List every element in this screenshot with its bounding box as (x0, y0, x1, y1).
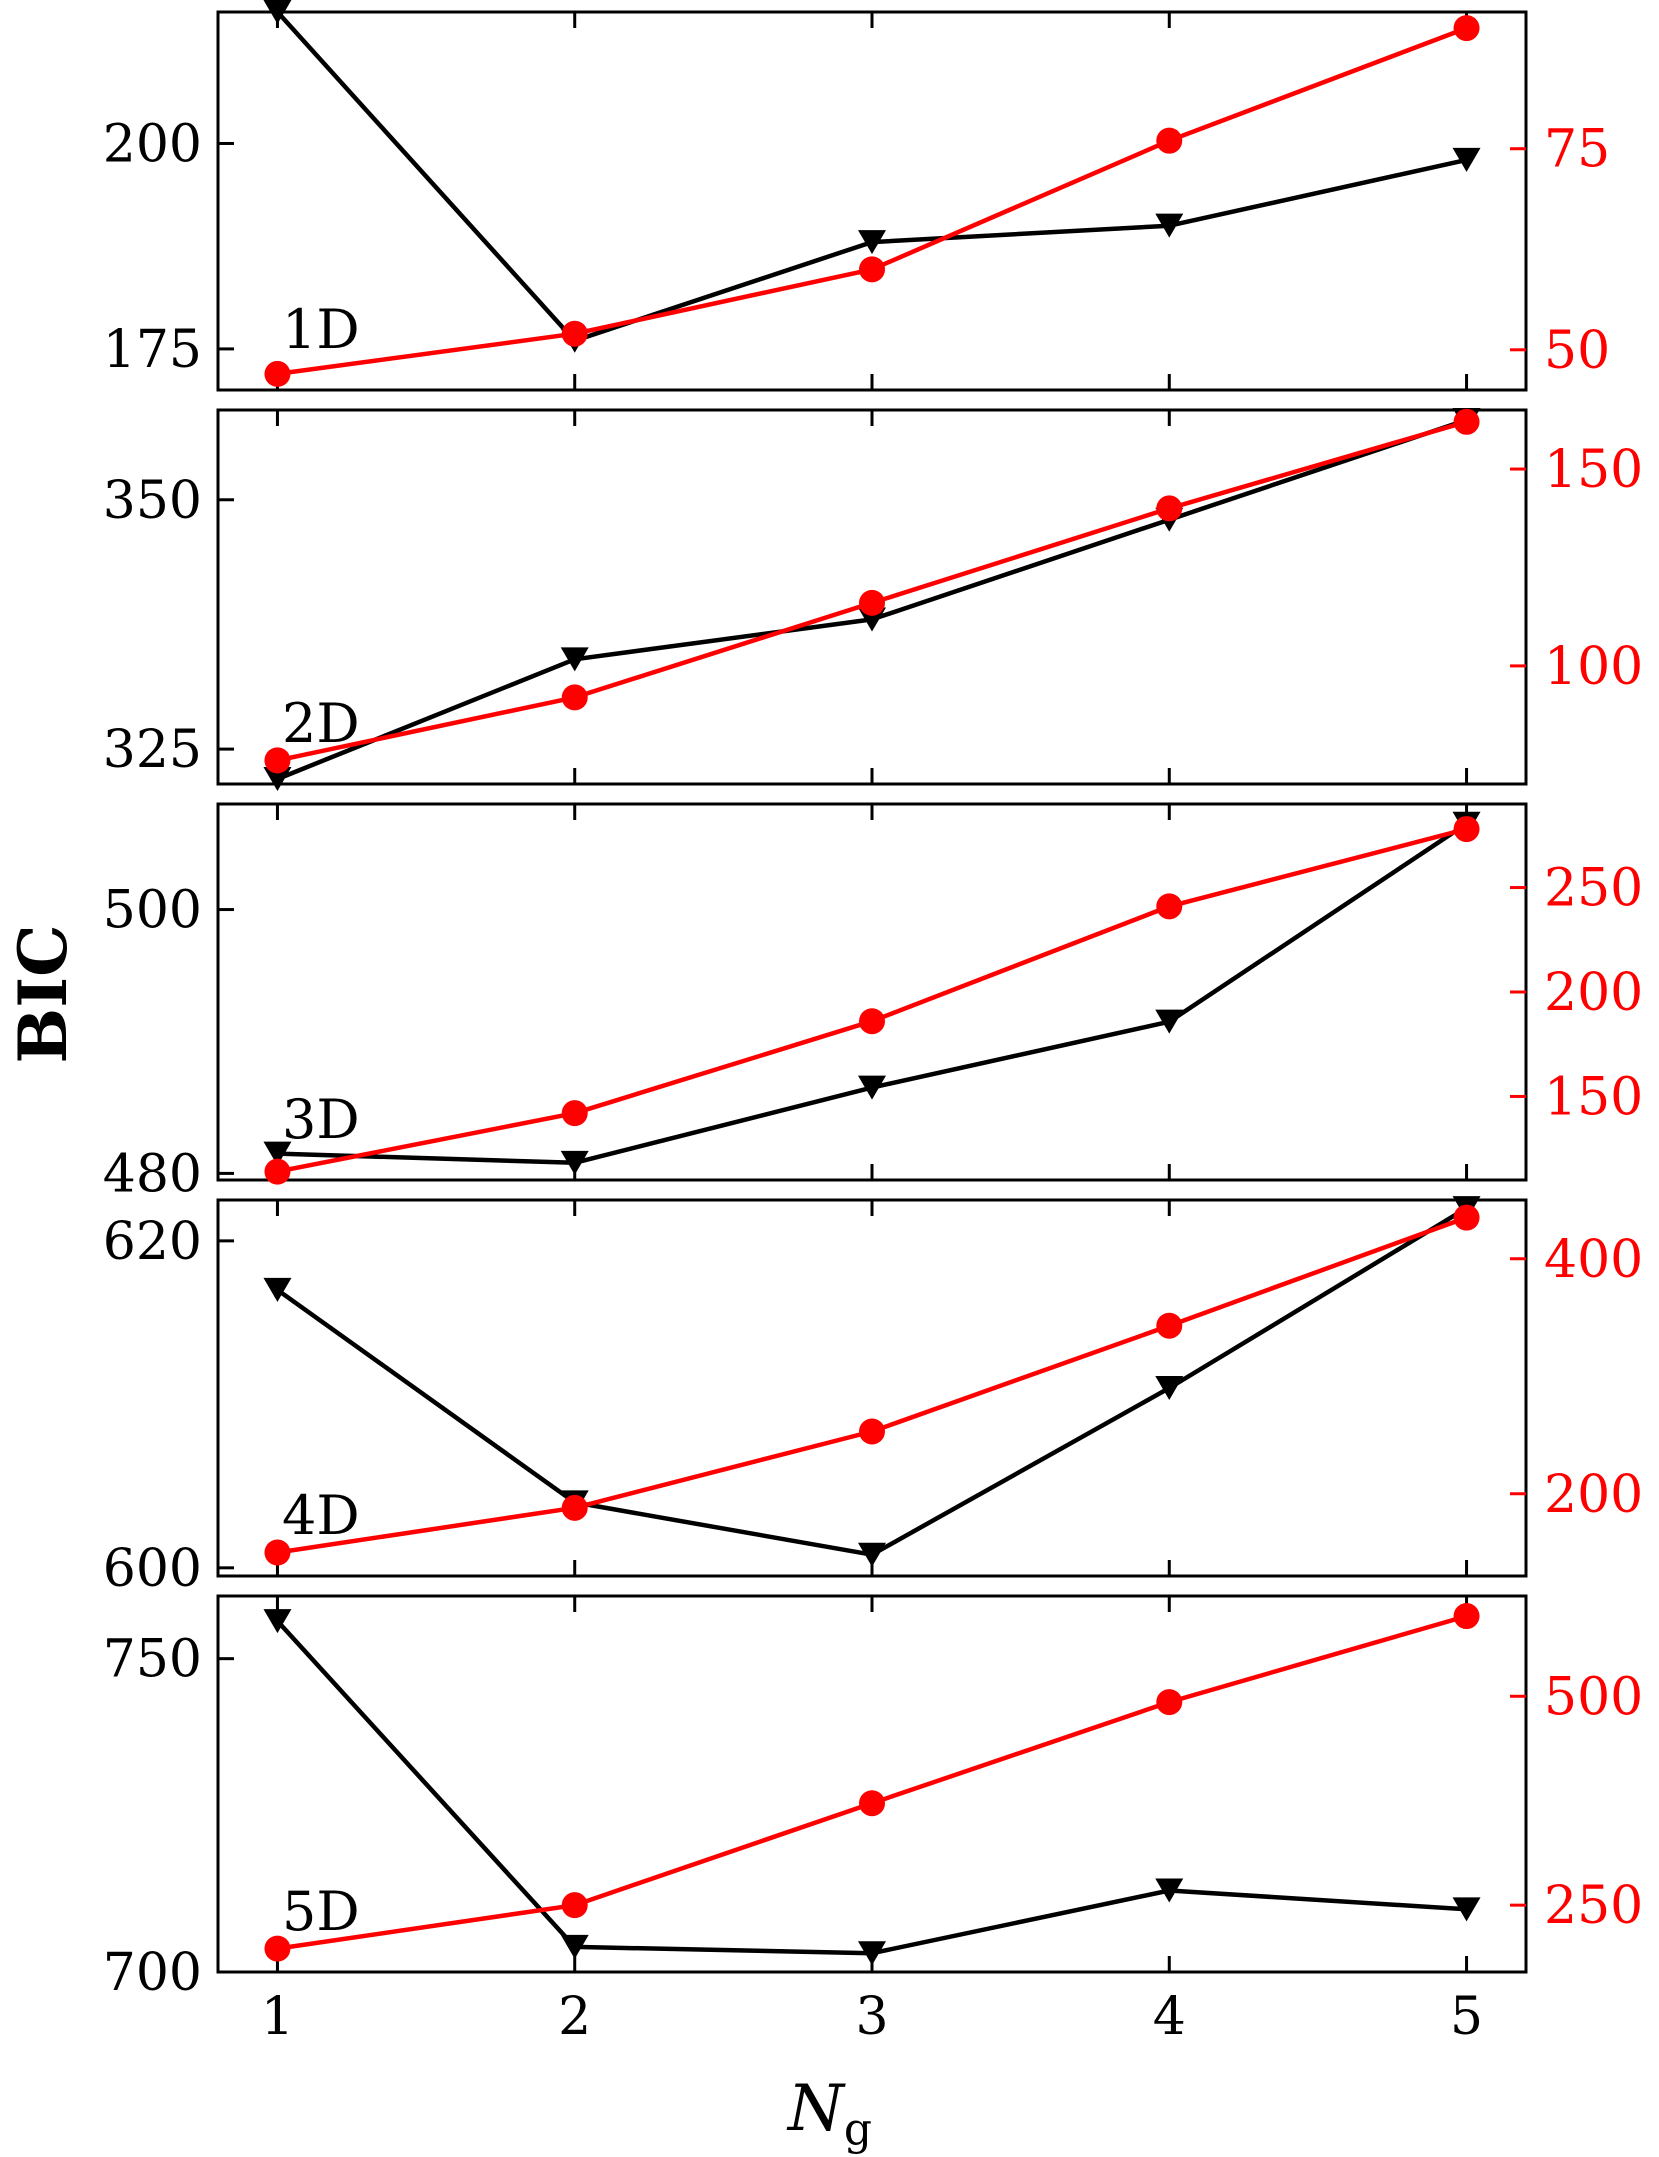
panel-label: 3D (282, 1088, 360, 1151)
bic-series-point (560, 1150, 589, 1175)
red-series-point (561, 1100, 588, 1127)
left-tick-label: 350 (103, 471, 202, 531)
left-tick-label: 600 (103, 1539, 202, 1599)
bic-series-line (275, 1619, 1467, 1956)
x-axis-label-subscript: g (844, 2104, 872, 2155)
red-series-point (264, 1539, 291, 1566)
left-tick-label: 175 (103, 320, 202, 380)
left-tick-label: 200 (103, 114, 202, 174)
red-series-point (264, 1935, 291, 1962)
bic-series-point (263, 1141, 292, 1166)
bic-series-point (263, 1609, 292, 1634)
left-tick-label: 750 (103, 1630, 202, 1690)
panel-frame (216, 802, 1528, 1182)
bic-series-point (1452, 147, 1481, 172)
panel-2D: 325 350 100 150 2D (103, 407, 1643, 792)
panel-1D: 175 200 50 75 1D (103, 0, 1610, 392)
bic-series-point (1155, 1376, 1184, 1400)
right-tick-label: 250 (1544, 1876, 1643, 1936)
right-tick-label: 250 (1544, 859, 1643, 919)
right-tick-label: 150 (1544, 1067, 1643, 1127)
red-series-point (1453, 1204, 1480, 1231)
red-series-point (264, 1158, 291, 1185)
left-tick-label: 620 (103, 1212, 202, 1272)
red-series-point (1156, 495, 1183, 522)
right-tick-label: 100 (1544, 637, 1643, 697)
x-axis-label-main: N (786, 2072, 846, 2146)
panel-frame (216, 10, 1528, 392)
panel-frame (216, 1594, 1528, 1974)
red-series-point (264, 360, 291, 387)
left-tick-label: 500 (103, 881, 202, 941)
red-series-point (1156, 127, 1183, 154)
red-series-point (1156, 1312, 1183, 1339)
bic-series-point (1452, 1897, 1481, 1922)
panel-5D: 1 2 3 4 5 700 750 250 500 5D (103, 1594, 1643, 2047)
red-series-line (277, 1215, 1468, 1555)
bic-series-point (858, 1542, 886, 1567)
bic-series-point (858, 230, 886, 255)
bic-series-line (275, 10, 1467, 343)
red-series-point (859, 1008, 885, 1035)
red-series-point (561, 320, 588, 347)
y-axis-label: BIC (4, 924, 82, 1063)
red-series-point (859, 1418, 885, 1445)
left-tick-label: 325 (103, 720, 202, 780)
right-tick-label: 200 (1544, 1465, 1643, 1525)
x-tick-label: 2 (558, 1987, 591, 2047)
x-tick-label: 5 (1450, 1987, 1483, 2047)
bic-series-line (276, 1206, 1468, 1557)
bic-series-point (560, 647, 589, 672)
panel-label: 4D (282, 1484, 360, 1547)
x-tick-label: 1 (261, 1987, 294, 2047)
red-series-point (1453, 15, 1480, 42)
left-tick-label: 480 (103, 1144, 202, 1204)
right-tick-label: 50 (1544, 321, 1610, 381)
right-tick-label: 75 (1544, 120, 1610, 180)
right-tick-label: 150 (1544, 440, 1643, 500)
red-series-point (561, 1494, 588, 1521)
right-tick-label: 500 (1544, 1667, 1643, 1727)
red-series-point (561, 684, 588, 711)
right-tick-label: 400 (1544, 1230, 1643, 1290)
bic-series-point (560, 1934, 589, 1959)
left-tick-label: 700 (103, 1943, 202, 2003)
bic-series-point (263, 1277, 292, 1302)
red-series-point (1156, 893, 1183, 920)
red-series-point (1156, 1689, 1183, 1716)
panel-label: 5D (282, 1880, 360, 1943)
red-series-point (1453, 1603, 1480, 1630)
bic-series-point (1155, 213, 1184, 238)
red-series-point (1453, 816, 1480, 843)
panel-label: 2D (282, 692, 360, 755)
bic-series-point (858, 1941, 886, 1966)
red-series-point (1453, 408, 1480, 435)
red-series-point (859, 1790, 885, 1817)
right-tick-label: 200 (1544, 963, 1643, 1023)
red-series-point (561, 1892, 588, 1919)
bic-series-point (858, 1075, 886, 1100)
panels: 17520050751D3253501001502D48050015020025… (103, 0, 1643, 2047)
bic-series-point (263, 0, 292, 24)
red-series-point (264, 747, 291, 774)
bic-series-point (1155, 1009, 1184, 1034)
red-series-point (859, 589, 885, 616)
bic-series-point (1155, 1878, 1184, 1903)
panel-label: 1D (282, 298, 360, 361)
x-axis-label: Ng (786, 2072, 872, 2155)
panel-4D: 600 620 200 400 4D (103, 1196, 1643, 1599)
red-series-line (277, 826, 1468, 1174)
red-series-point (859, 256, 885, 283)
x-tick-label: 4 (1153, 1987, 1186, 2047)
bic-series-point (263, 767, 292, 792)
x-tick-label: 3 (855, 1987, 888, 2047)
panel-3D: 480 500 150 200 250 3D (103, 802, 1643, 1204)
